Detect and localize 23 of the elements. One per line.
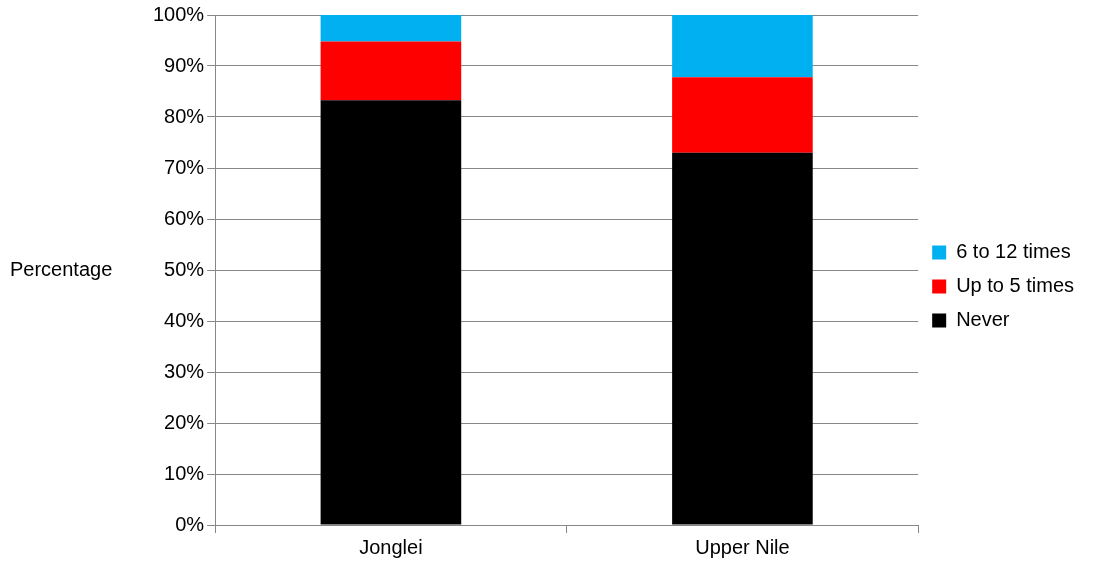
y-tick-label: 0%: [175, 512, 205, 535]
y-tick-label: 100%: [153, 2, 205, 25]
bar: [320, 15, 462, 42]
bar: [320, 41, 462, 101]
y-tick-label: 50%: [164, 257, 205, 280]
y-tick-label: 10%: [164, 461, 205, 484]
bar: [672, 77, 813, 153]
y-tick-label: 90%: [164, 53, 205, 76]
legend-label: Up to 5 times: [956, 274, 1075, 297]
legend-label: 6 to 12 times: [956, 240, 1071, 263]
bar: [320, 100, 462, 525]
x-tick-label: Jonglei: [359, 535, 423, 558]
y-axis-title: Percentage: [10, 257, 113, 280]
x-tick-label: Upper Nile: [695, 535, 790, 558]
legend-label: Never: [956, 308, 1010, 331]
bar: [672, 152, 813, 525]
y-tick-label: 20%: [164, 410, 205, 433]
y-tick-label: 60%: [164, 206, 205, 229]
y-tick-label: 80%: [164, 104, 205, 127]
y-tick-label: 30%: [164, 359, 205, 382]
y-tick-label: 70%: [164, 155, 205, 178]
bar: [672, 15, 813, 78]
y-tick-label: 40%: [164, 308, 205, 331]
